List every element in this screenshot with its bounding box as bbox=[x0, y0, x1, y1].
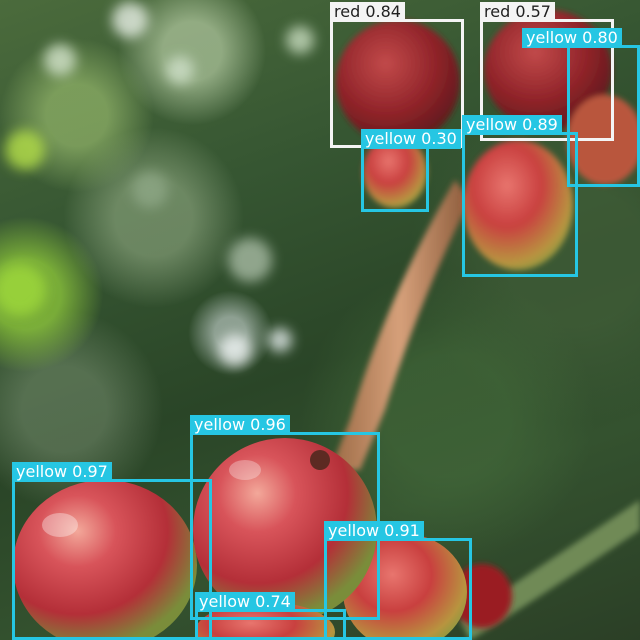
detection-label: red 0.57 bbox=[480, 2, 555, 22]
detection-box-yellow-3: yellow 0.89 bbox=[462, 115, 578, 277]
detection-label: yellow 0.91 bbox=[324, 521, 424, 541]
detection-label: yellow 0.30 bbox=[361, 129, 461, 149]
detection-box-yellow-5: yellow 0.97 bbox=[12, 462, 212, 640]
detection-box-yellow-2: yellow 0.30 bbox=[361, 129, 461, 212]
detection-label: yellow 0.89 bbox=[462, 115, 562, 135]
detection-label: yellow 0.96 bbox=[190, 415, 290, 435]
detection-box-yellow-6: yellow 0.91 bbox=[324, 521, 472, 640]
detection-label: yellow 0.80 bbox=[522, 28, 622, 48]
detection-label: yellow 0.97 bbox=[12, 462, 112, 482]
detection-box-yellow-1: yellow 0.80 bbox=[522, 28, 640, 187]
detection-label: yellow 0.74 bbox=[195, 592, 295, 612]
detection-box-yellow-7: yellow 0.74 bbox=[195, 592, 346, 640]
detection-label: red 0.84 bbox=[330, 2, 405, 22]
detection-box-red-2: red 0.57 bbox=[480, 2, 614, 141]
